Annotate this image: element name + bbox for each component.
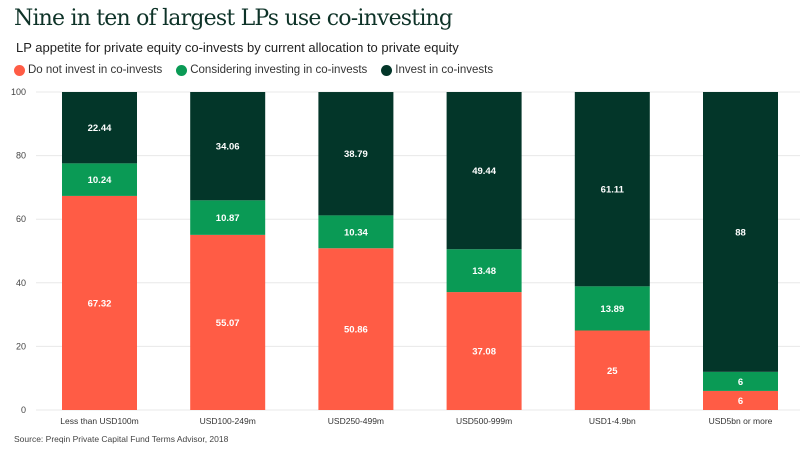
bar-segment-invest <box>318 92 394 216</box>
chart-subtitle: LP appetite for private equity co-invest… <box>16 40 459 55</box>
data-label: 13.89 <box>600 304 624 315</box>
data-label: 55.07 <box>216 318 240 329</box>
data-label: 10.34 <box>344 227 368 238</box>
bar-segment-invest <box>62 92 137 164</box>
legend-item-invest: Invest in co-invests <box>381 64 493 76</box>
data-label: 6 <box>738 377 743 388</box>
data-label: 13.48 <box>472 266 496 277</box>
bars: 67.32 10.24 22.44 55.07 10.87 34.06 50.86 10.34… <box>62 92 778 410</box>
bar-segment-invest <box>574 92 650 287</box>
legend-label-considering: Considering investing in co-invests <box>190 64 368 76</box>
y-tick-label: 60 <box>16 214 26 224</box>
x-tick-label: USD100-249m <box>200 416 256 426</box>
bar-segment-considering <box>62 163 137 196</box>
data-label: 37.08 <box>472 347 496 358</box>
bar-segment-do-not-invest <box>703 390 778 410</box>
y-tick-label: 20 <box>16 341 26 351</box>
source-note: Source: Preqin Private Capital Fund Term… <box>14 434 229 444</box>
bar-segment-considering <box>318 215 394 249</box>
x-tick-label: USD1-4.9bn <box>589 416 636 426</box>
bar-segment-do-not-invest <box>62 195 137 410</box>
bar-group: 25 13.89 61.11 <box>574 92 650 410</box>
bar-group: 37.08 13.48 49.44 <box>446 92 522 410</box>
x-tick-label: USD5bn or more <box>709 416 773 426</box>
data-label: 10.24 <box>88 175 112 186</box>
bar-segment-invest <box>446 92 522 250</box>
bar-segment-do-not-invest <box>574 330 650 410</box>
data-label: 49.44 <box>472 166 496 177</box>
bar-segment-do-not-invest <box>446 292 522 410</box>
data-label: 6 <box>738 396 743 407</box>
data-label: 25 <box>607 366 618 377</box>
data-label: 61.11 <box>601 185 625 196</box>
legend-item-do-not-invest: Do not invest in co-invests <box>14 64 162 76</box>
data-label: 34.06 <box>216 142 240 153</box>
data-label: 22.44 <box>88 123 112 134</box>
x-tick-label: Less than USD100m <box>60 416 138 426</box>
legend-item-considering: Considering investing in co-invests <box>176 64 367 76</box>
y-tick-label: 40 <box>16 278 26 288</box>
legend-label-do-not-invest: Do not invest in co-invests <box>28 64 163 76</box>
bar-group: 6 6 88 <box>703 92 778 410</box>
data-label: 50.86 <box>344 325 368 336</box>
y-tick-label: 0 <box>21 405 26 415</box>
legend: Do not invest in co-invests Considering … <box>14 64 493 76</box>
bar-segment-considering <box>574 286 650 331</box>
data-label: 10.87 <box>216 213 240 224</box>
legend-swatch-invest <box>381 64 393 76</box>
bar-group: 50.86 10.34 38.79 <box>318 92 394 410</box>
bar-segment-invest <box>190 92 266 201</box>
bar-segment-considering <box>446 249 522 293</box>
data-label: 67.32 <box>88 298 112 309</box>
gridlines <box>36 91 800 411</box>
data-label: 38.79 <box>344 149 368 160</box>
bar-group: 55.07 10.87 34.06 <box>190 92 266 410</box>
bar-segment-invest <box>703 92 778 372</box>
legend-swatch-do-not-invest <box>14 64 25 76</box>
x-tick-label: USD250-499m <box>328 416 384 426</box>
y-axis: 0 20 40 60 80 100 <box>11 87 26 415</box>
x-axis: Less than USD100m USD100-249m USD250-499m U… <box>60 416 772 426</box>
legend-swatch-considering <box>176 64 188 76</box>
bar-group: 67.32 10.24 22.44 <box>62 92 137 410</box>
bar-segment-considering <box>703 371 778 391</box>
bar-segment-do-not-invest <box>190 234 266 410</box>
bar-segment-considering <box>190 200 266 235</box>
chart-title: Nine in ten of largest LPs use co-invest… <box>14 6 453 31</box>
bar-segment-do-not-invest <box>318 248 394 410</box>
y-tick-label: 100 <box>11 87 26 97</box>
x-tick-label: USD500-999m <box>456 416 512 426</box>
data-label: 88 <box>735 227 746 238</box>
legend-label-invest: Invest in co-invests <box>395 64 494 76</box>
y-tick-label: 80 <box>16 151 26 161</box>
